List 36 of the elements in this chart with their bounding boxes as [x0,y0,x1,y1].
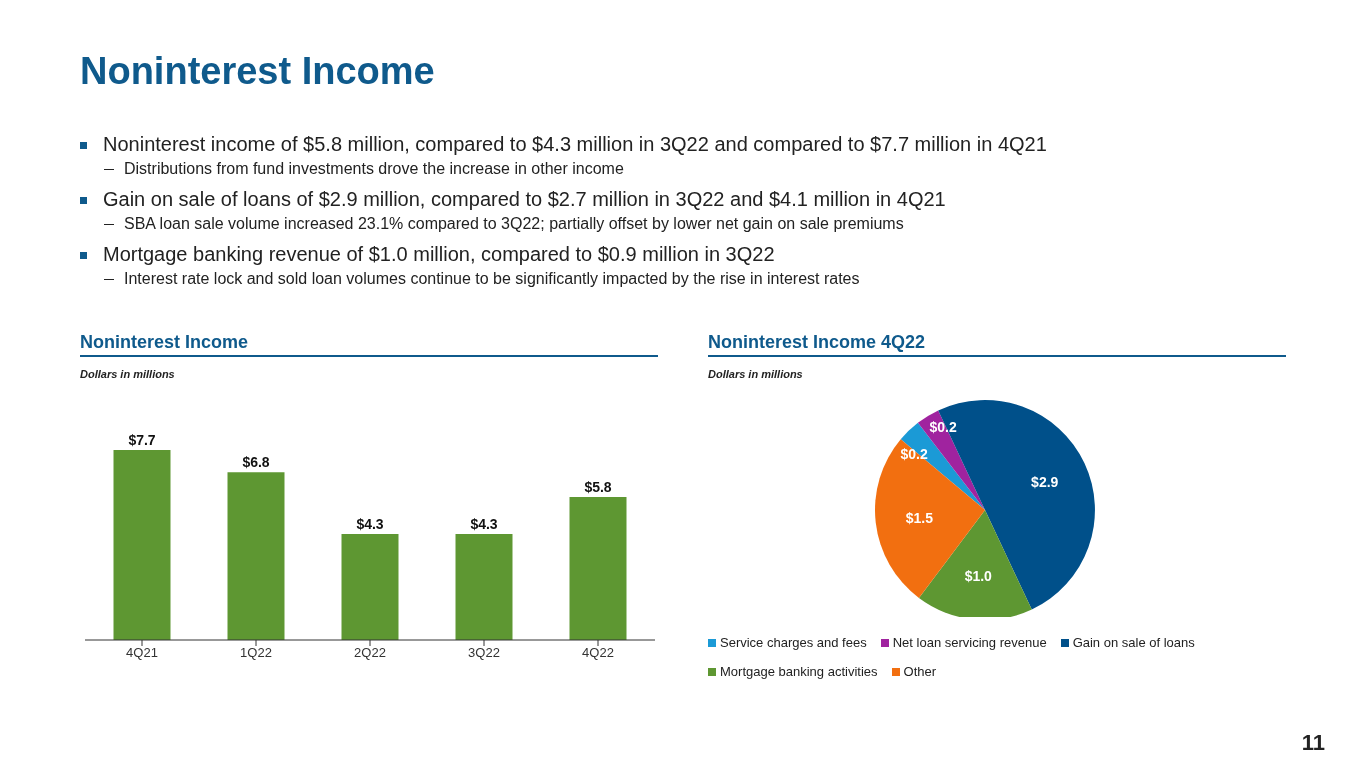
x-tick-label: 1Q22 [240,645,272,661]
text: SBA loan sale volume increased 23.1% compared to 3Q22; partially offset by lower net gain on sale premiums [124,215,904,233]
legend-label: Other [902,664,937,679]
chart-subtitle: Dollars in millions [708,368,804,380]
legend-label: Gain on sale of loans [1071,635,1195,650]
bar [569,496,627,640]
pie-slice [900,422,985,510]
text: Noninterest Income [80,50,435,93]
chart-subtitle: Dollars in millions [80,368,176,380]
data-label: $1.5 [905,509,934,526]
legend-label: Mortgage banking activities [719,664,878,679]
text: Noninterest income of $5.8 million, compared to $4.3 million in 3Q22 and compared to $7.7 million in 4Q21 [103,133,1047,156]
x-tick-label: 3Q22 [468,645,500,661]
bar [227,472,285,640]
bar [341,533,399,640]
x-tick-label: 4Q22 [582,645,614,661]
text: Gain on sale of loans of $2.9 million, compared to $2.7 million in 3Q22 and $4.1 million in 4Q21 [103,188,946,211]
text: Interest rate lock and sold loan volumes continue to be significantly impacted by the rise in interest rates [124,270,860,288]
bar [455,533,513,640]
text: Mortgage banking revenue of $1.0 million, compared to $0.9 million in 3Q22 [103,243,775,266]
chart-title: Noninterest Income 4Q22 [708,332,1286,357]
data-label: $2.9 [1031,473,1059,490]
data-label: $6.8 [242,454,270,471]
chart-title: Noninterest Income [80,332,658,357]
legend-label: Service charges and fees [719,635,867,650]
text: Distributions from fund investments drove the increase in other income [124,160,624,178]
bar [113,450,171,640]
data-label: $4.3 [470,515,498,532]
data-label: $7.7 [128,432,156,448]
data-label: $1.0 [964,567,993,584]
text: 11 [1301,730,1325,756]
data-label: $4.3 [356,515,384,532]
x-tick-label: 2Q22 [354,645,386,661]
x-tick-label: 4Q21 [126,645,158,661]
data-label: $5.8 [584,478,612,495]
legend-label: Net loan servicing revenue [891,635,1047,650]
